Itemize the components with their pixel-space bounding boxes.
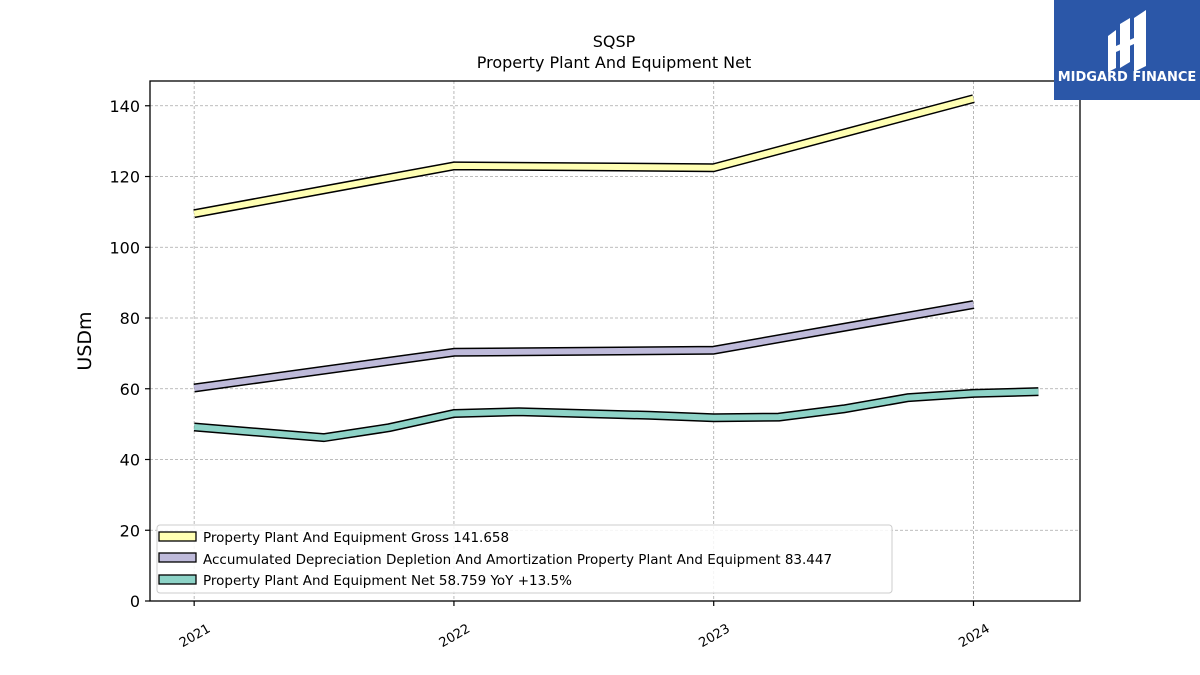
y-tick-label: 20 [120,521,140,540]
y-tick-label: 140 [109,97,140,116]
chart-subtitle: Property Plant And Equipment Net [477,53,752,72]
series-net-line-fill [193,388,1039,441]
legend-label-net: Property Plant And Equipment Net 58.759 … [203,573,572,589]
y-tick-label: 60 [120,380,140,399]
y-tick-label: 40 [120,451,140,470]
series-depreciation-line [193,300,975,393]
series-net-line [193,387,1039,443]
legend-swatch-gross [158,531,197,542]
y-tick-label: 120 [109,168,140,187]
legend-label-gross: Property Plant And Equipment Gross 141.6… [203,530,509,546]
y-tick-label: 100 [109,238,140,257]
legend: Property Plant And Equipment Gross 141.6… [156,524,893,594]
series-layer [193,94,1039,443]
plot-frame [149,80,1081,602]
series-gross-line [193,94,975,219]
legend-swatch-net [158,574,197,585]
y-axis-label: USDm [74,311,96,370]
y-tick-label: 80 [120,309,140,328]
legend-box [156,524,893,594]
logo-mark-icon [1108,10,1146,72]
logo-text: MIDGARD FINANCE [1058,70,1197,85]
logo: MIDGARD FINANCE [1054,0,1200,100]
y-tick-label: 0 [130,592,140,611]
chart-title: SQSP [593,32,636,51]
series-gross-line-fill [193,95,975,217]
legend-swatch-depreciation [158,552,197,563]
legend-label-depreciation: Accumulated Depreciation Depletion And A… [203,552,832,568]
series-depreciation-line-fill [193,301,975,391]
